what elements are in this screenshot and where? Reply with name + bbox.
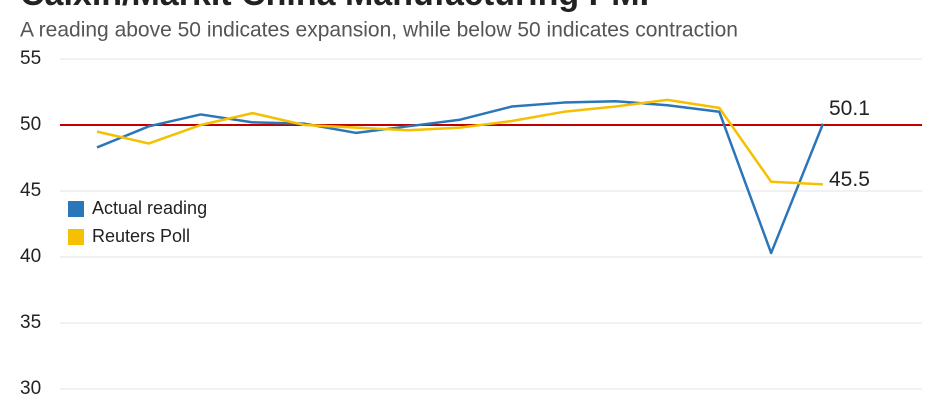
y-tick-label: 30: [20, 378, 41, 399]
legend-swatch: [68, 229, 84, 245]
y-tick-label: 50: [20, 114, 41, 135]
legend-label: Reuters Poll: [92, 226, 190, 246]
y-tick-label: 40: [20, 246, 41, 267]
legend-swatch: [68, 201, 84, 217]
chart-title: Caixin/Markit China Manufacturing PMI: [20, 0, 649, 13]
series-line: [96, 98, 824, 186]
y-tick-label: 35: [20, 312, 41, 333]
end-label: 45.5: [829, 168, 870, 191]
legend-label: Actual reading: [92, 198, 207, 218]
y-tick-label: 45: [20, 180, 41, 201]
y-tick-label: 55: [20, 48, 41, 69]
series-line: [96, 99, 825, 255]
chart-subtitle: A reading above 50 indicates expansion, …: [20, 19, 738, 42]
end-label: 50.1: [829, 97, 870, 120]
